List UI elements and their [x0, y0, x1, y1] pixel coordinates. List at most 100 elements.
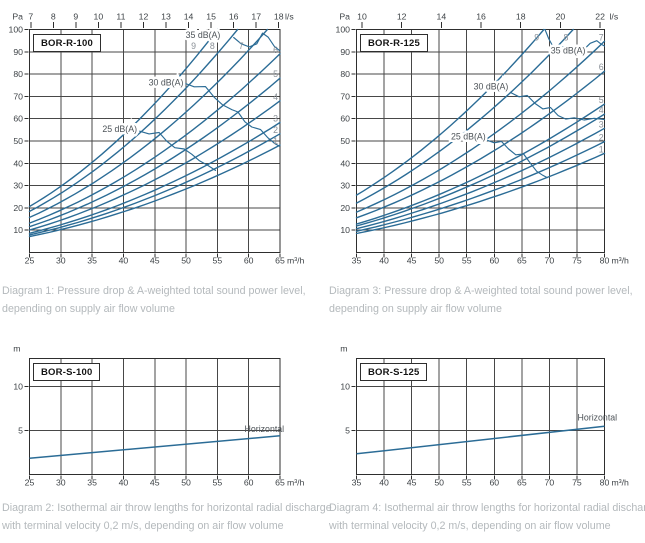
svg-text:35: 35	[352, 256, 362, 266]
diagram-3-curve-6	[355, 70, 606, 219]
diagram-3-curve-number: 7	[599, 32, 604, 42]
svg-text:16: 16	[476, 12, 486, 22]
diagram-4-plot-border	[355, 357, 606, 476]
diagram-1-db-contours	[139, 32, 281, 171]
diagram-4-throw-line-label: Horizontal	[578, 412, 618, 422]
diagram-3-curve-number: 2	[599, 133, 604, 143]
diagram-3-curve-number: 8	[563, 32, 568, 42]
caption-line: with terminal velocity 0,2 m/s, dependin…	[329, 519, 611, 532]
svg-text:70: 70	[545, 256, 555, 266]
svg-text:7: 7	[28, 12, 33, 22]
svg-text:60: 60	[489, 256, 499, 266]
svg-text:75: 75	[572, 478, 582, 488]
diagram-3-db-label: 35 dB(A)	[551, 45, 586, 55]
svg-text:100: 100	[9, 25, 24, 35]
diagram-1-chart: 25 30 35 40 45 50 55 60 65 m³/h102030405060708090…	[9, 12, 305, 266]
svg-text:75: 75	[572, 256, 582, 266]
svg-text:70: 70	[340, 91, 350, 101]
svg-text:40: 40	[340, 158, 350, 168]
diagram-1-curves	[28, 28, 281, 238]
diagram-3-curve-1	[355, 152, 606, 235]
caption-line: with terminal velocity 0,2 m/s, dependin…	[2, 519, 284, 532]
svg-text:40: 40	[379, 478, 389, 488]
svg-text:14: 14	[184, 12, 194, 22]
diagram-1-curve-1	[28, 144, 281, 238]
svg-text:20: 20	[340, 203, 350, 213]
svg-text:100: 100	[336, 25, 351, 35]
svg-text:50: 50	[13, 136, 23, 146]
diagram-3-curve-number: 3	[599, 119, 604, 129]
diagram-1-curve-number: 1	[273, 136, 278, 146]
svg-text:10: 10	[13, 382, 23, 392]
diagram-4-chart: 35 40 45 50 55 60 65 70 75 80 m³/h 5 10 m Horizontal	[340, 344, 629, 488]
diagram-1-contour	[184, 82, 280, 147]
diagram-3-curve-number: 9	[534, 32, 539, 42]
svg-text:18: 18	[274, 12, 284, 22]
svg-text:35: 35	[87, 478, 97, 488]
svg-text:20: 20	[13, 203, 23, 213]
diagram-1-curve-number: 2	[273, 125, 278, 135]
svg-text:50: 50	[434, 256, 444, 266]
svg-text:60: 60	[489, 478, 499, 488]
diagram-1-curve-number: 7	[239, 41, 244, 51]
diagram-3-curve-9	[355, 28, 545, 196]
svg-text:80: 80	[600, 478, 610, 488]
svg-text:10: 10	[357, 12, 367, 22]
svg-text:10: 10	[340, 382, 350, 392]
svg-text:10: 10	[13, 225, 23, 235]
diagram-1-db-label: 25 dB(A)	[102, 124, 137, 134]
svg-text:12: 12	[397, 12, 407, 22]
diagram-1-curve-9	[28, 28, 219, 208]
svg-text:Pa: Pa	[339, 12, 350, 22]
svg-text:5: 5	[18, 426, 23, 436]
svg-text:65: 65	[275, 256, 285, 266]
svg-text:12: 12	[139, 12, 149, 22]
diagram-1-curve-number: 4	[273, 92, 278, 102]
svg-text:45: 45	[150, 256, 160, 266]
svg-text:45: 45	[407, 478, 417, 488]
caption-line: depending on supply air flow volume	[329, 302, 502, 315]
svg-text:60: 60	[13, 114, 23, 124]
diagram-1-plot-border	[28, 28, 281, 254]
svg-text:10: 10	[94, 12, 104, 22]
svg-text:22: 22	[595, 12, 605, 22]
diagram-2-chart: 25 30 35 40 45 50 55 60 65 m³/h 5 10 m Horizontal	[13, 344, 304, 488]
diagram-3-curve-2	[355, 140, 606, 232]
diagram-1-curve-number: 9	[191, 41, 196, 51]
diagram-1-curve-number: 8	[210, 41, 215, 51]
svg-text:70: 70	[13, 91, 23, 101]
diagram-4-caption: Diagram 4: Isothermal air throw lengths …	[329, 500, 645, 535]
svg-text:80: 80	[13, 69, 23, 79]
diagram-2-caption: Diagram 2: Isothermal air throw lengths …	[2, 500, 332, 535]
diagram-3-contour	[486, 139, 548, 179]
svg-text:40: 40	[119, 478, 129, 488]
diagram-4-title: BOR-S-125	[360, 363, 428, 381]
svg-text:50: 50	[340, 136, 350, 146]
svg-text:l/s: l/s	[610, 12, 619, 22]
caption-line: depending on supply air flow volume	[2, 302, 175, 315]
diagram-1-db-label: 35 dB(A)	[186, 30, 221, 40]
svg-text:5: 5	[345, 426, 350, 436]
svg-text:50: 50	[181, 478, 191, 488]
caption-line: Diagram 2: Isothermal air throw lengths …	[2, 502, 332, 514]
diagram-1-title: BOR-R-100	[33, 34, 101, 52]
svg-text:80: 80	[340, 69, 350, 79]
svg-text:8: 8	[51, 12, 56, 22]
diagram-3-contour	[544, 28, 606, 50]
svg-text:55: 55	[462, 256, 472, 266]
diagram-2-grid	[29, 358, 280, 475]
diagram-1-curve-2	[28, 133, 281, 236]
svg-text:65: 65	[275, 478, 285, 488]
diagram-1-curve-8	[28, 28, 239, 213]
svg-text:55: 55	[462, 478, 472, 488]
diagram-3-curve-8	[355, 28, 574, 204]
diagram-3-curves	[355, 28, 606, 235]
diagram-3-db-label: 25 dB(A)	[451, 132, 486, 142]
diagram-1-curve-number: 3	[273, 113, 278, 123]
diagram-4-axes: 35 40 45 50 55 60 65 70 75 80 m³/h 5 10 m	[340, 344, 629, 488]
svg-text:m³/h: m³/h	[287, 478, 305, 488]
diagram-3-curve-7	[355, 40, 606, 213]
diagram-3-curve-5	[355, 103, 606, 225]
svg-text:16: 16	[229, 12, 239, 22]
